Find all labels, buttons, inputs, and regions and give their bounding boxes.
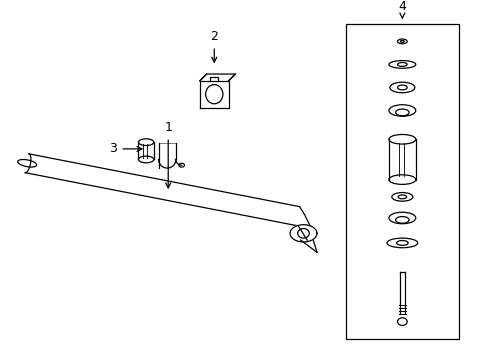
Ellipse shape (138, 139, 154, 145)
Text: 1: 1 (164, 121, 172, 188)
Polygon shape (25, 154, 31, 173)
Ellipse shape (18, 159, 37, 167)
Text: 2: 2 (210, 30, 218, 62)
Polygon shape (25, 154, 316, 252)
Ellipse shape (388, 135, 415, 144)
Polygon shape (210, 77, 218, 81)
Bar (345, 24, 458, 339)
Polygon shape (289, 225, 316, 242)
Text: 3: 3 (109, 143, 142, 156)
Text: 4: 4 (398, 0, 406, 18)
